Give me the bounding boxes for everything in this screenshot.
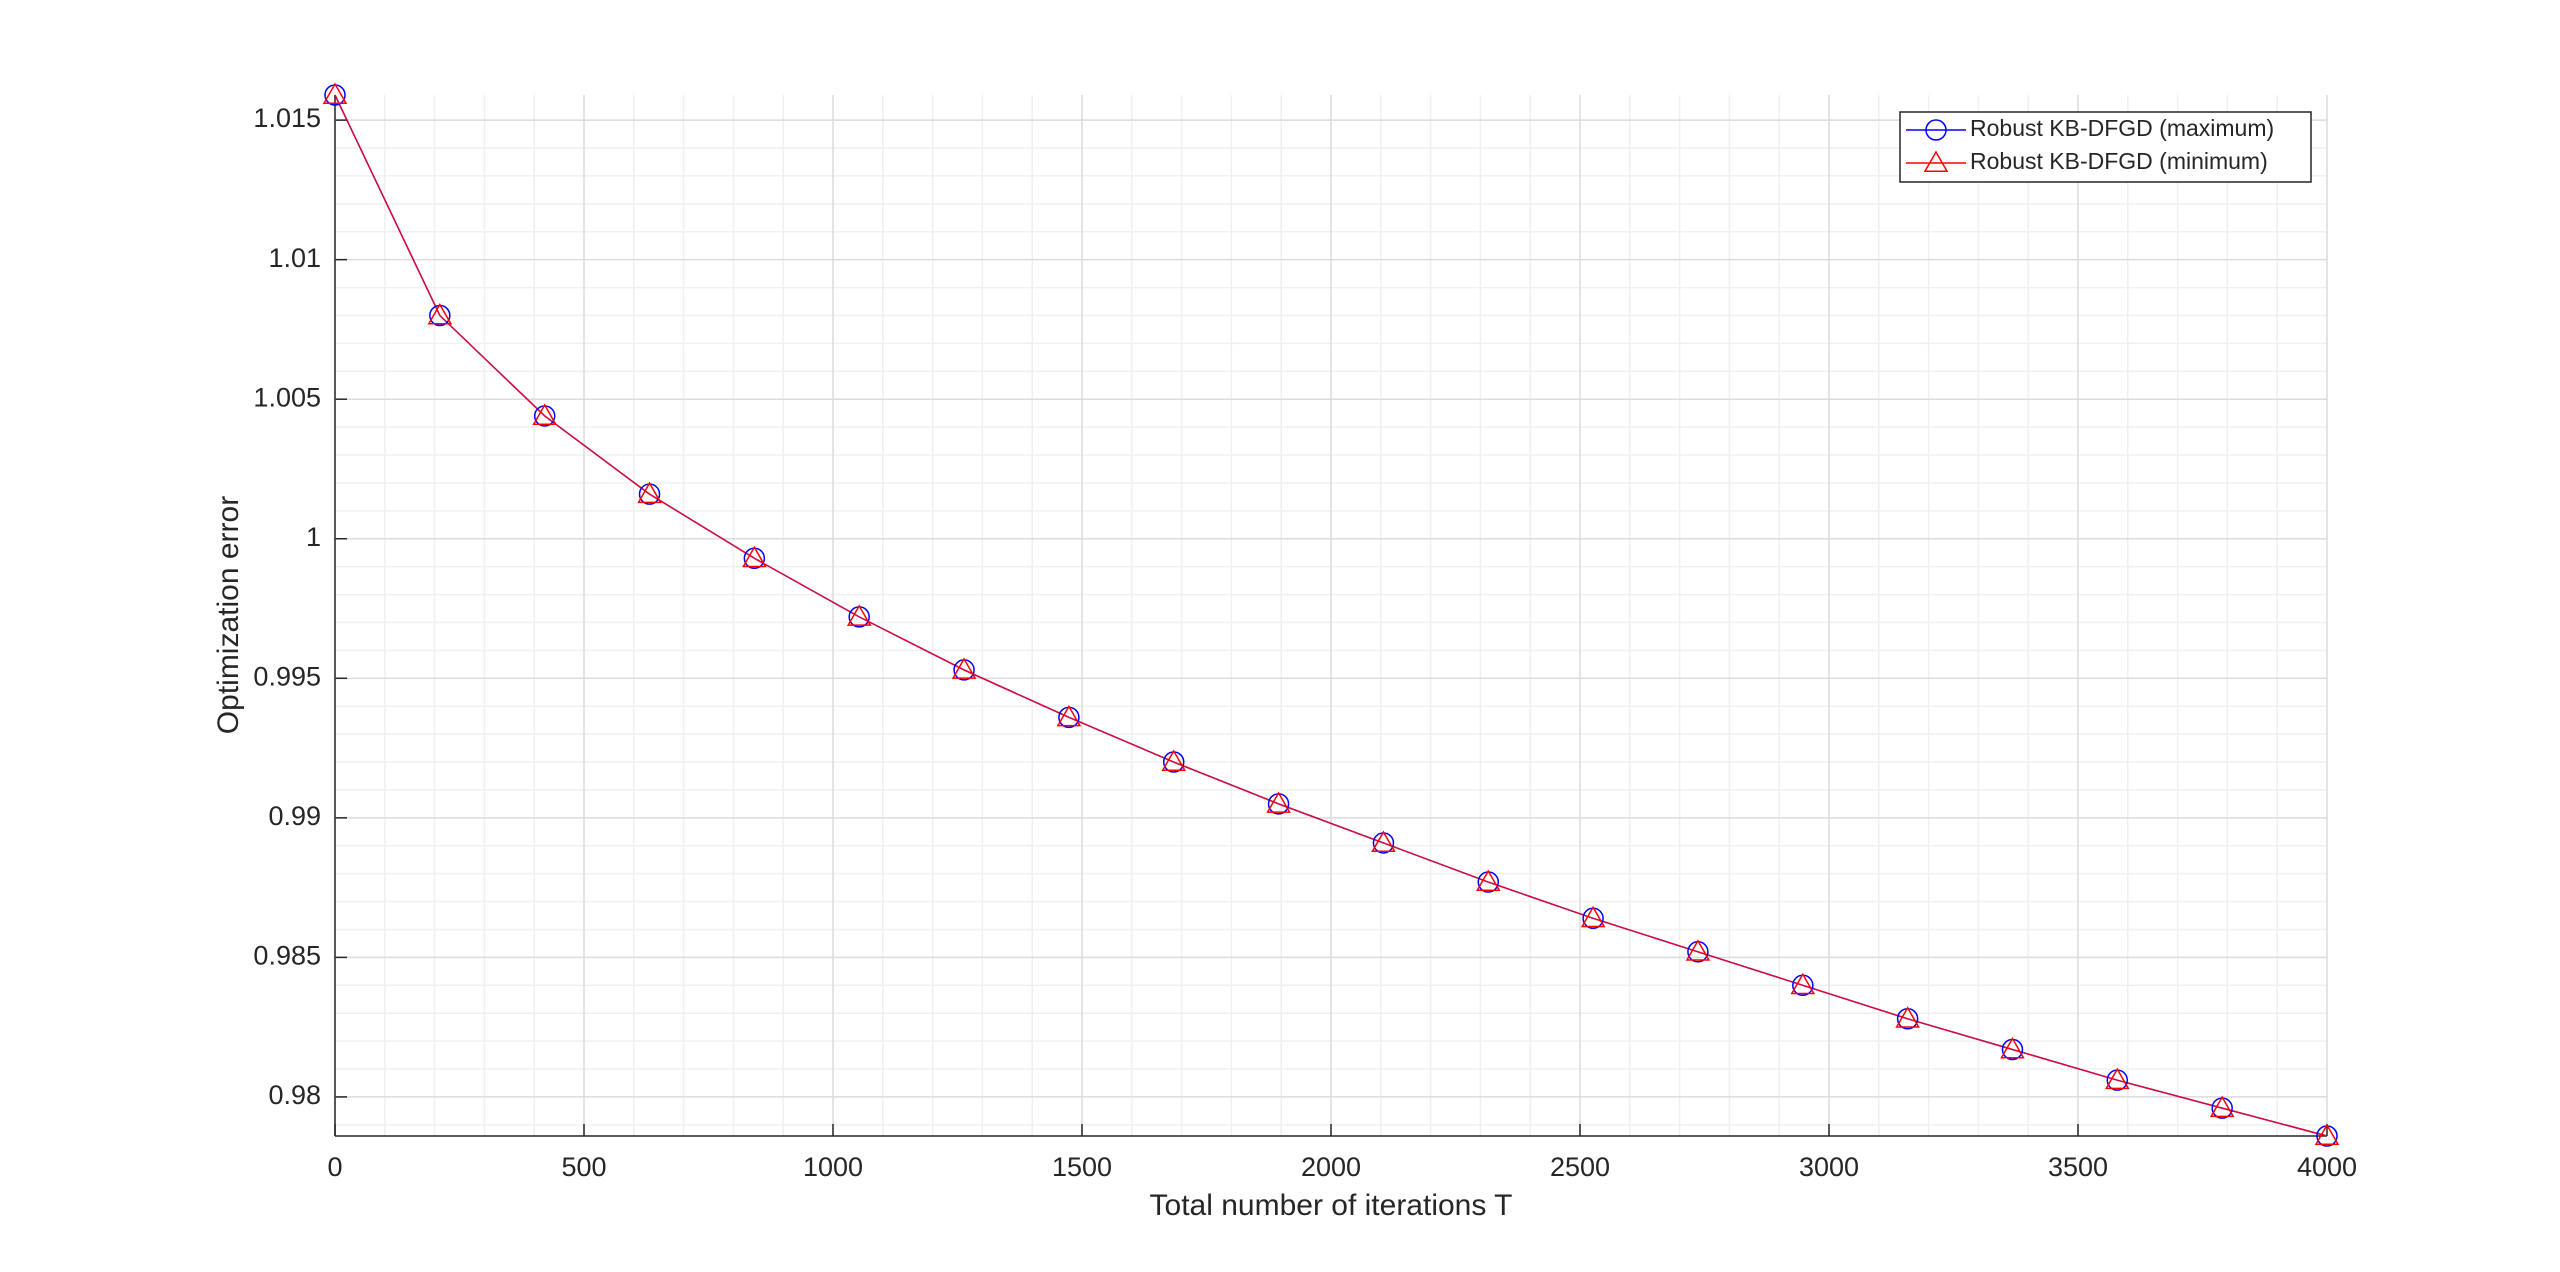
y-tick-label: 1 [306, 522, 321, 552]
x-tick-label: 1500 [1052, 1152, 1112, 1182]
y-tick-label: 1.015 [253, 103, 321, 133]
legend-marker [1923, 150, 1949, 172]
marker [1056, 704, 1082, 727]
marker [2000, 1036, 2025, 1059]
marker [637, 481, 662, 504]
y-tick-label: 0.98 [268, 1080, 321, 1110]
legend-label: Robust KB-DFGD (minimum) [1970, 148, 2268, 174]
legend-box [1899, 111, 2312, 183]
marker [951, 657, 977, 679]
marker [1371, 830, 1396, 852]
marker [846, 604, 872, 626]
legend-marker [1925, 119, 1947, 141]
x-axis-label: Total number of iterations T [1150, 1189, 1513, 1222]
y-tick-label: 1.01 [268, 243, 321, 273]
y-axis-label: Optimization error [212, 496, 245, 734]
series-line [334, 94, 2328, 1137]
marker [2314, 1123, 2340, 1145]
y-tick-label: 0.99 [268, 801, 321, 831]
marker [2104, 1067, 2130, 1090]
marker [322, 82, 348, 104]
marker [1895, 1006, 1920, 1028]
x-tick-label: 1000 [803, 1152, 863, 1182]
x-tick-label: 4000 [2297, 1152, 2357, 1182]
marker [1685, 939, 1711, 961]
marker [1475, 869, 1501, 892]
marker [1161, 749, 1187, 772]
x-tick-label: 2500 [1550, 1152, 1610, 1182]
y-tick-label: 0.985 [253, 941, 321, 971]
x-tick-label: 0 [327, 1152, 342, 1182]
y-tick-label: 0.995 [253, 661, 321, 691]
marker [2209, 1095, 2235, 1118]
x-tick-label: 2000 [1301, 1152, 1361, 1182]
marker [742, 545, 767, 568]
legend-label: Robust KB-DFGD (maximum) [1970, 115, 2274, 141]
x-tick-label: 3000 [1799, 1152, 1859, 1182]
marker [1790, 972, 1816, 995]
marker [427, 302, 453, 325]
x-tick-label: 500 [561, 1152, 606, 1182]
marker [532, 403, 558, 425]
marker [1580, 905, 1606, 928]
x-tick-label: 3500 [2048, 1152, 2108, 1182]
y-tick-label: 1.005 [253, 382, 321, 412]
marker [1266, 791, 1291, 813]
